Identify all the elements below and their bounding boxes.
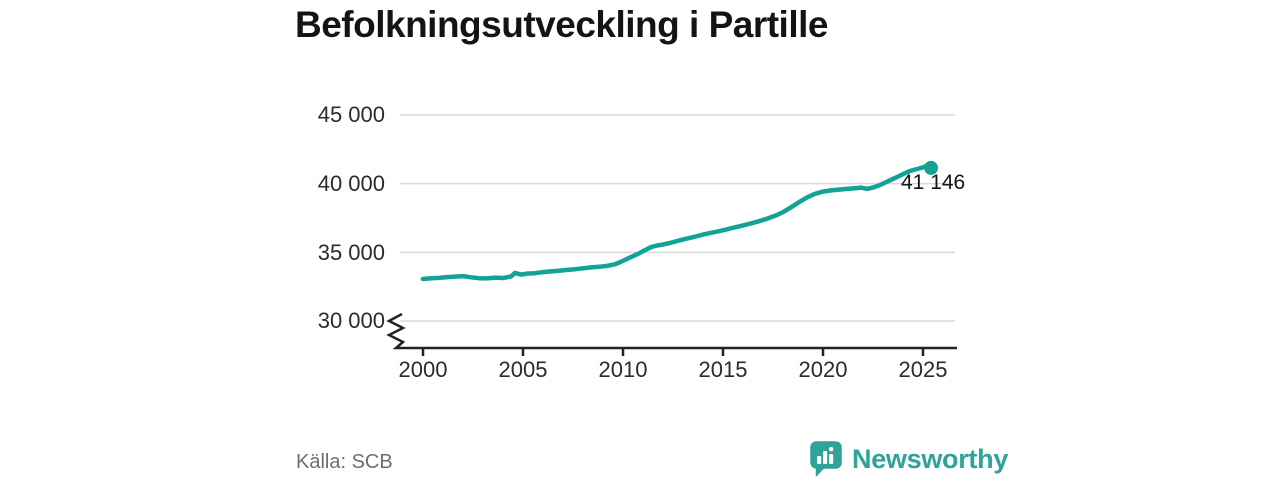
x-axis-label-2015: 2015 (698, 357, 748, 382)
x-axis-label-2025: 2025 (898, 357, 948, 382)
y-axis-label-40000: 40 000 (317, 171, 385, 196)
chart-title: Befolkningsutveckling i Partille (295, 4, 828, 45)
newsworthy-brand-link[interactable]: Newsworthy (810, 441, 1008, 477)
x-axis-label-2010: 2010 (598, 357, 648, 382)
newsworthy-brand-name: Newsworthy (852, 443, 1009, 474)
y-axis-label-35000: 35 000 (317, 240, 385, 265)
source-attribution: Källa: SCB (296, 451, 393, 473)
newsworthy-logo-icon (810, 441, 842, 477)
x-axis-label-2005: 2005 (498, 357, 548, 382)
y-axis-label-45000: 45 000 (317, 102, 385, 127)
y-axis-label-30000: 30 000 (317, 308, 385, 333)
x-axis-label-2020: 2020 (798, 357, 848, 382)
population-line (420, 163, 934, 282)
x-axis-label-2000: 2000 (398, 357, 448, 382)
latest-value-label: 41 146 (901, 171, 966, 194)
end-point-dot (924, 160, 938, 175)
x-axis-line-with-break (386, 312, 957, 350)
